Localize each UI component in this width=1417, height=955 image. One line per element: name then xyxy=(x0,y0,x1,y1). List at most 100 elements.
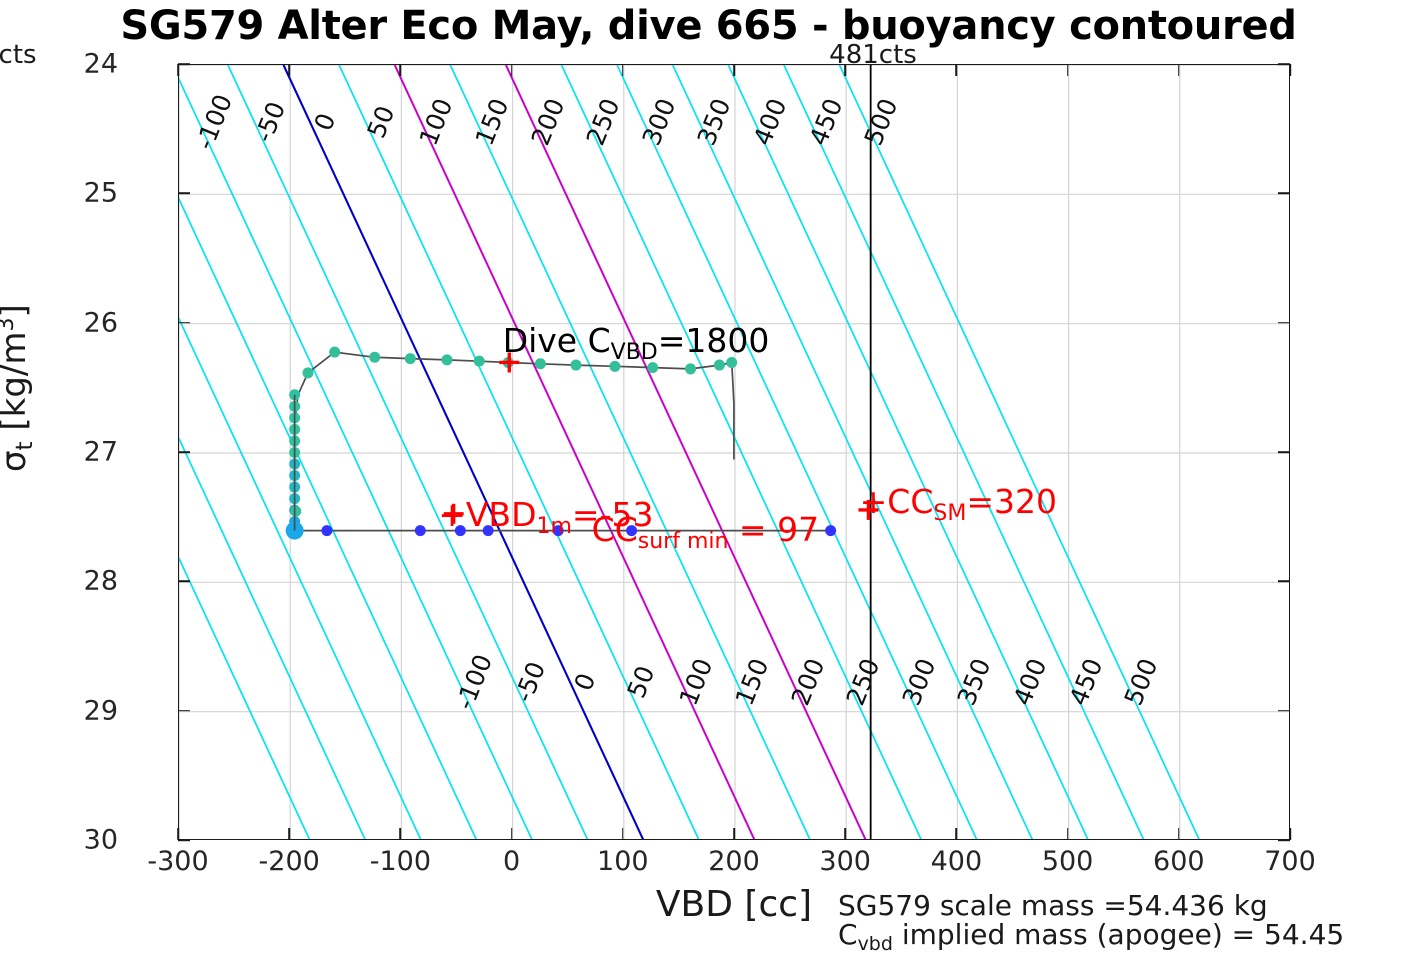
plot-svg xyxy=(179,65,1289,839)
dive-track-marker xyxy=(369,351,381,363)
surface-track-marker xyxy=(626,525,638,537)
x-axis-tick-mark xyxy=(1289,64,1291,76)
buoyancy-contour-line xyxy=(671,65,1034,839)
dive-track-marker xyxy=(329,346,341,358)
dive-track-marker xyxy=(290,505,302,517)
marker-dive-cvbd xyxy=(499,352,520,373)
x-axis-tick-mark xyxy=(399,64,402,76)
surface-track-marker xyxy=(552,525,564,537)
dive-track-marker xyxy=(647,362,659,374)
dive-track-marker xyxy=(713,359,725,371)
marker-vbd-1m xyxy=(443,503,464,524)
y-axis-tick-mark xyxy=(178,63,190,65)
buoyancy-contour-line xyxy=(179,316,422,839)
x-axis-tick-mark xyxy=(733,828,735,840)
vbd-1m-text-a: VBD xyxy=(465,494,537,534)
x-axis-tick-mark xyxy=(955,828,958,840)
y-axis-tick-mark xyxy=(178,451,190,453)
cc-surf-sub: surf min xyxy=(637,529,729,555)
x-axis-tick-label: 0 xyxy=(503,846,521,877)
x-axis-label: VBD [cc] xyxy=(655,884,813,925)
x-axis-tick-mark xyxy=(177,828,179,840)
y-axis-tick-label: 28 xyxy=(83,565,118,597)
cc-surf-text-b: = 97 xyxy=(728,510,820,550)
y-axis-tick-mark xyxy=(178,192,190,195)
buoyancy-contour-line xyxy=(338,65,700,839)
buoyancy-contour-line xyxy=(505,65,867,839)
footnote-scale-mass: SG579 scale mass =54.436 kg xyxy=(838,889,1268,922)
annotation-cc-surf-min: CCsurf min = 97 xyxy=(592,510,819,554)
buoyancy-contour-line xyxy=(282,65,645,839)
x-axis-tick-mark xyxy=(1178,828,1180,840)
dive-track-marker xyxy=(609,360,621,372)
buoyancy-contour-line xyxy=(560,65,922,839)
vbd-1m-text-b: =-53 xyxy=(571,494,654,534)
buoyancy-contour-line xyxy=(393,65,756,839)
x-axis-tick-mark xyxy=(177,64,179,76)
y-axis-tick-mark xyxy=(178,321,190,324)
y-axis-tick-label: 26 xyxy=(83,307,118,339)
buoyancy-contour-line xyxy=(838,65,1200,839)
buoyancy-contour-line xyxy=(449,65,811,839)
y-axis-tick-mark xyxy=(1278,580,1290,583)
dive-cvbd-sub: VBD xyxy=(610,340,658,366)
dive-track-marker xyxy=(685,363,697,375)
plot-clip xyxy=(179,65,1289,839)
x-axis-tick-mark xyxy=(622,64,624,76)
x-axis-tick-label: 100 xyxy=(597,846,649,877)
annotation-vbd-1m: +VBD1m=-53 xyxy=(438,495,653,539)
annotation-dive-cvbd: Dive CVBD=1800 xyxy=(503,321,770,365)
marker-cc-sm xyxy=(858,499,879,520)
plot-area xyxy=(178,64,1290,840)
surface-track-marker xyxy=(825,525,837,537)
implied-mass-text-a: C xyxy=(838,918,858,951)
buoyancy-contour-line xyxy=(179,436,366,839)
cc-sm-text-a: CC xyxy=(887,481,934,521)
buoyancy-contour-line xyxy=(727,65,1089,839)
figure-title: SG579 Alter Eco May, dive 665 - buoyancy… xyxy=(120,3,1297,49)
dive-cvbd-text-b: =1800 xyxy=(657,321,770,361)
cc-sm-plus: + xyxy=(859,481,888,521)
x-axis-tick-label: 400 xyxy=(930,846,983,877)
x-axis-tick-mark xyxy=(510,64,513,76)
x-axis-tick-label: 700 xyxy=(1264,846,1316,877)
buoyancy-contour-line xyxy=(227,65,589,839)
y-axis-tick-mark xyxy=(1278,451,1290,453)
y-axis-tick-mark xyxy=(178,709,190,712)
x-axis-tick-mark xyxy=(844,64,846,76)
x-axis-tick-label: -100 xyxy=(369,846,432,877)
y-axis-tick-mark xyxy=(178,580,190,583)
buoyancy-contour-line xyxy=(179,556,311,839)
x-axis-tick-label: -300 xyxy=(147,846,209,877)
x-axis-tick-mark xyxy=(622,828,624,840)
implied-mass-text-b: implied mass (apogee) = 54.45 xyxy=(892,918,1345,951)
y-axis-tick-mark xyxy=(1278,709,1290,712)
y-axis-unit: [kg/m xyxy=(0,331,35,431)
surface-track-marker xyxy=(454,525,466,537)
y-axis-tick-mark xyxy=(1278,839,1290,841)
vbd-1m-sub: 1m xyxy=(536,513,572,539)
annotation-cc-sm: +CCSM=320 xyxy=(860,482,1057,526)
vbd-1m-plus: + xyxy=(438,494,466,534)
y-axis-tick-label: 29 xyxy=(83,695,118,727)
x-axis-tick-mark xyxy=(955,64,958,76)
dive-track-marker xyxy=(302,367,314,379)
y-axis-tick-label: 25 xyxy=(83,177,118,209)
x-axis-tick-mark xyxy=(288,828,290,840)
x-axis-tick-label: -200 xyxy=(258,846,320,877)
x-axis-tick-mark xyxy=(510,828,513,840)
surface-track-marker xyxy=(414,525,426,537)
x-axis-tick-mark xyxy=(1178,64,1180,76)
y-axis-tick-mark xyxy=(1278,192,1290,195)
x-axis-tick-mark xyxy=(733,64,735,76)
dive-track-marker xyxy=(404,353,416,365)
dive-track-marker xyxy=(473,355,485,367)
buoyancy-contour-line xyxy=(179,77,533,839)
x-axis-tick-mark xyxy=(288,64,290,76)
cc-sm-sub: SM xyxy=(933,500,967,526)
buoyancy-contour-line xyxy=(179,197,478,839)
dive-track-marker xyxy=(534,358,546,370)
y-axis-tick-mark xyxy=(178,839,190,841)
surface-track-marker xyxy=(482,525,494,537)
